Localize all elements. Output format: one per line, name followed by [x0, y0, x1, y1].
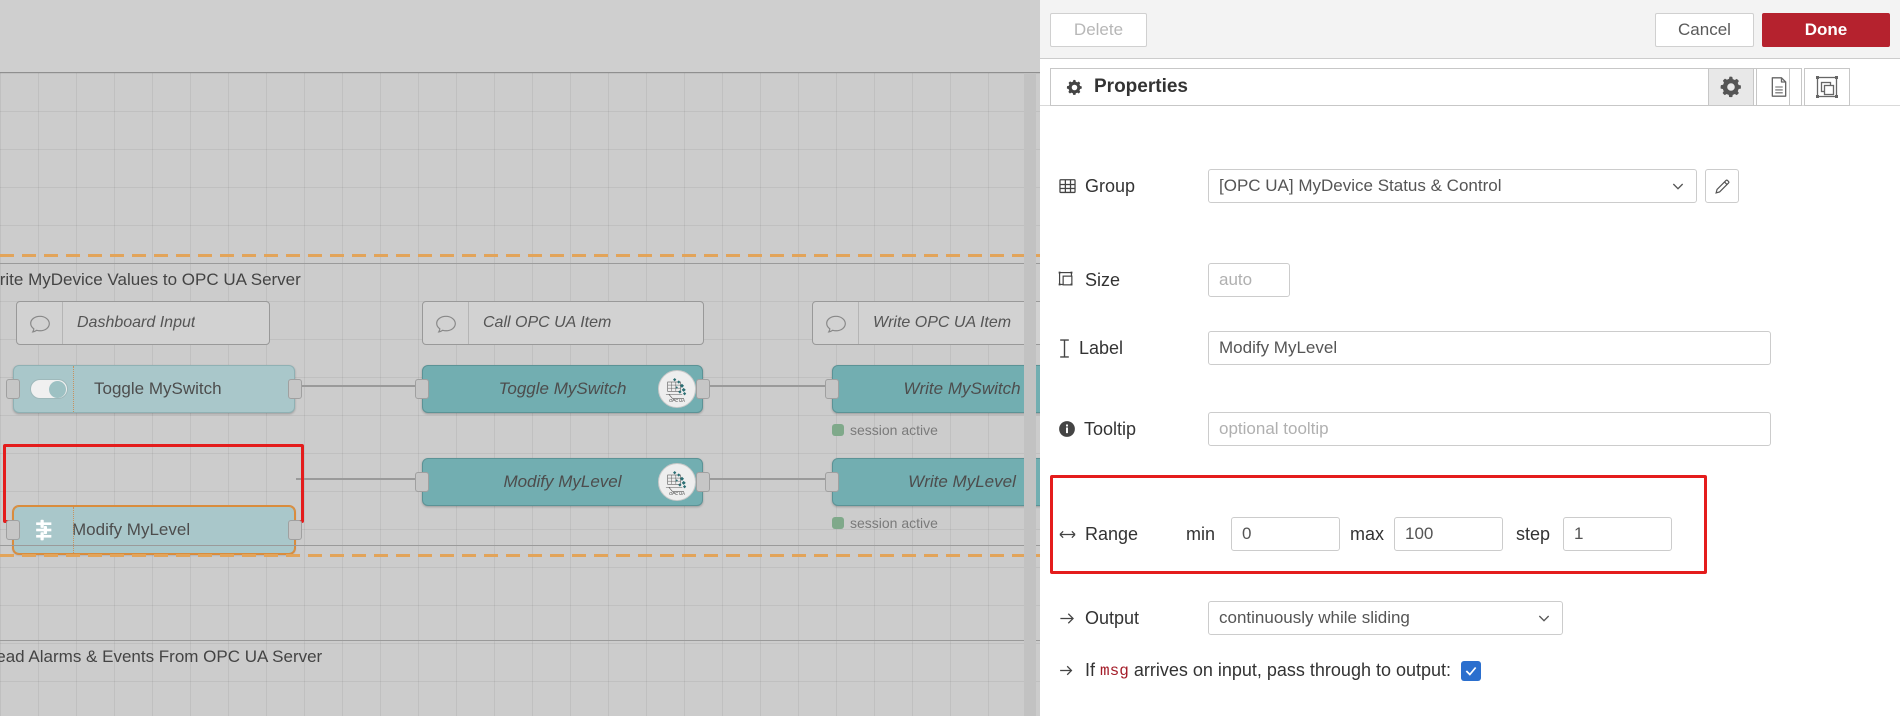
svg-text:OPC UA: OPC UA [669, 491, 685, 496]
svg-text:OPC UA: OPC UA [669, 398, 685, 403]
